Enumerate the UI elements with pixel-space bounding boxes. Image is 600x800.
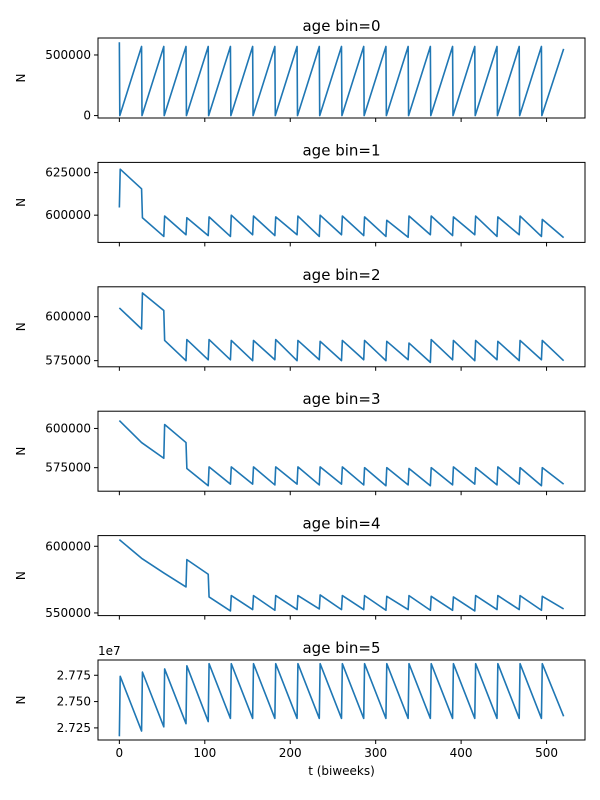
- panel-3: age bin=3 575000 600000 N: [14, 390, 586, 496]
- series-line: [118, 168, 565, 239]
- axes-frame: [97, 161, 586, 243]
- y-axis-label: N: [14, 571, 28, 580]
- panel-4: age bin=4 550000 600000 N: [14, 515, 586, 620]
- y-axis-label: N: [14, 198, 28, 207]
- x-tick-label: 500: [535, 746, 558, 760]
- series-line: [118, 292, 565, 364]
- y-axis-label: N: [14, 696, 28, 705]
- panel-title: age bin=2: [302, 266, 380, 284]
- x-tick-label: 100: [193, 746, 216, 760]
- series-line: [118, 420, 565, 487]
- y-tick-label: 575000: [45, 461, 91, 475]
- y-tick-label: 550000: [45, 606, 91, 620]
- panel-2: age bin=2 575000 600000 N: [14, 266, 586, 371]
- x-tick-label: 400: [450, 746, 473, 760]
- y-tick-label: 600000: [45, 539, 91, 553]
- panel-title: age bin=3: [302, 390, 380, 408]
- panel-1: age bin=1 600000 625000 N: [14, 141, 586, 247]
- y-tick-label: 575000: [45, 354, 91, 368]
- series-line: [118, 662, 565, 737]
- y-tick-label: 600000: [45, 208, 91, 222]
- axes-frame: [97, 659, 586, 741]
- y-tick-label: 0: [83, 109, 91, 123]
- x-axis-label: t (biweeks): [308, 764, 375, 778]
- axes-frame: [97, 410, 586, 492]
- axes-frame: [97, 535, 586, 617]
- panel-title: age bin=1: [302, 141, 380, 159]
- panel-title: age bin=4: [302, 515, 380, 533]
- y-tick-label: 2.750: [57, 695, 91, 709]
- y-tick-label: 625000: [45, 166, 91, 180]
- x-tick-label: 0: [116, 746, 124, 760]
- y-tick-label: 2.725: [57, 721, 91, 735]
- panel-0: age bin=0 0 500000 N: [14, 17, 586, 123]
- y-axis-label: N: [14, 74, 28, 83]
- y-axis-label: N: [14, 447, 28, 456]
- y-axis-multiplier: 1e7: [98, 644, 121, 658]
- axes-frame: [97, 37, 586, 119]
- y-tick-label: 500000: [45, 48, 91, 62]
- y-tick-label: 600000: [45, 310, 91, 324]
- series-line: [118, 538, 565, 612]
- panel-title: age bin=0: [302, 17, 380, 35]
- axes-frame: [97, 286, 586, 368]
- y-axis-label: N: [14, 322, 28, 331]
- y-tick-label: 2.775: [57, 668, 91, 682]
- x-tick-label: 300: [364, 746, 387, 760]
- panel-5: age bin=5 2.725 2.750 2.775 1e7 N 0 100 200 300 40…: [14, 639, 586, 778]
- series-line: [118, 42, 565, 117]
- x-tick-label: 200: [279, 746, 302, 760]
- y-tick-label: 600000: [45, 421, 91, 435]
- panel-title: age bin=5: [302, 639, 380, 657]
